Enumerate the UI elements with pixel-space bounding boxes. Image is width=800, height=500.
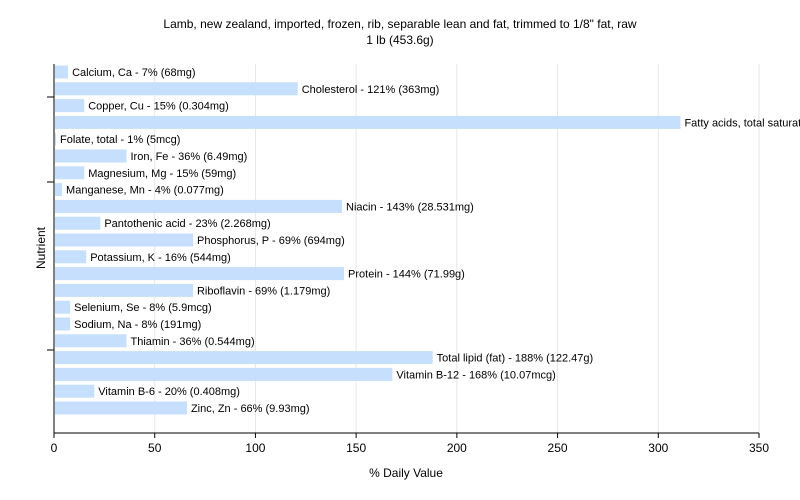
bar-label: Vitamin B-6 - 20% (0.408mg) (98, 386, 240, 398)
y-axis-label: Nutrient (34, 226, 48, 269)
bar (55, 384, 95, 398)
bar (55, 216, 101, 230)
x-tick-label: 50 (148, 441, 162, 455)
bar-label: Vitamin B-12 - 168% (10.07mcg) (396, 369, 555, 381)
bar (55, 233, 193, 247)
bar (55, 99, 85, 113)
bar-label: Pantothenic acid - 23% (2.268mg) (104, 218, 270, 230)
bars (55, 65, 681, 415)
bar (55, 149, 127, 163)
bar-label: Potassium, K - 16% (544mg) (90, 252, 231, 264)
bar (55, 283, 193, 297)
bar-label: Calcium, Ca - 7% (68mg) (72, 67, 195, 79)
bar (55, 82, 298, 96)
bar-label: Zinc, Zn - 66% (9.93mg) (191, 403, 310, 415)
bar (55, 401, 187, 415)
x-tick-label: 250 (548, 441, 568, 455)
bar (55, 115, 681, 129)
chart-subtitle: 1 lb (453.6g) (366, 33, 434, 47)
bar-label: Riboflavin - 69% (1.179mg) (197, 285, 330, 297)
bar-label: Sodium, Na - 8% (191mg) (74, 319, 201, 331)
bar (55, 317, 71, 331)
bar (55, 367, 393, 381)
bar-label: Selenium, Se - 8% (5.9mcg) (74, 302, 212, 314)
bar (55, 267, 345, 281)
bar-label: Magnesium, Mg - 15% (59mg) (88, 168, 236, 180)
bar-label: Fatty acids, total saturated - 311% (62.… (684, 117, 800, 129)
bar-label: Cholesterol - 121% (363mg) (302, 84, 440, 96)
chart-title: Lamb, new zealand, imported, frozen, rib… (163, 17, 637, 31)
x-tick-label: 350 (749, 441, 769, 455)
bar-label: Iron, Fe - 36% (6.49mg) (131, 151, 248, 163)
bar (55, 199, 343, 213)
x-tick-label: 0 (51, 441, 58, 455)
chart-title-block: Lamb, new zealand, imported, frozen, rib… (0, 16, 800, 48)
axes: 0 50 100 150 200 250 300 350 (47, 64, 769, 455)
bar-label: Manganese, Mn - 4% (0.077mg) (66, 185, 224, 197)
x-tick-label: 150 (346, 441, 366, 455)
bar-label: Copper, Cu - 15% (0.304mg) (88, 101, 229, 113)
bar-label: Protein - 144% (71.99g) (348, 269, 465, 281)
bar-label: Niacin - 143% (28.531mg) (346, 201, 474, 213)
bar-label: Total lipid (fat) - 188% (122.47g) (437, 353, 594, 365)
bar (55, 250, 87, 264)
bar (55, 300, 71, 314)
bar-labels: Calcium, Ca - 7% (68mg) Cholesterol - 121… (60, 67, 800, 415)
x-tick-label: 100 (245, 441, 265, 455)
x-tick-label: 200 (447, 441, 467, 455)
bar (55, 334, 127, 348)
bar (55, 132, 57, 146)
bar (55, 65, 69, 79)
bar-label: Folate, total - 1% (5mcg) (60, 134, 180, 146)
bar-label: Phosphorus, P - 69% (694mg) (197, 235, 345, 247)
x-axis-label: % Daily Value (369, 466, 443, 480)
bar-label: Thiamin - 36% (0.544mg) (131, 336, 255, 348)
bar (55, 166, 85, 180)
bar (55, 351, 433, 365)
x-tick-label: 300 (648, 441, 668, 455)
bar (55, 183, 63, 197)
